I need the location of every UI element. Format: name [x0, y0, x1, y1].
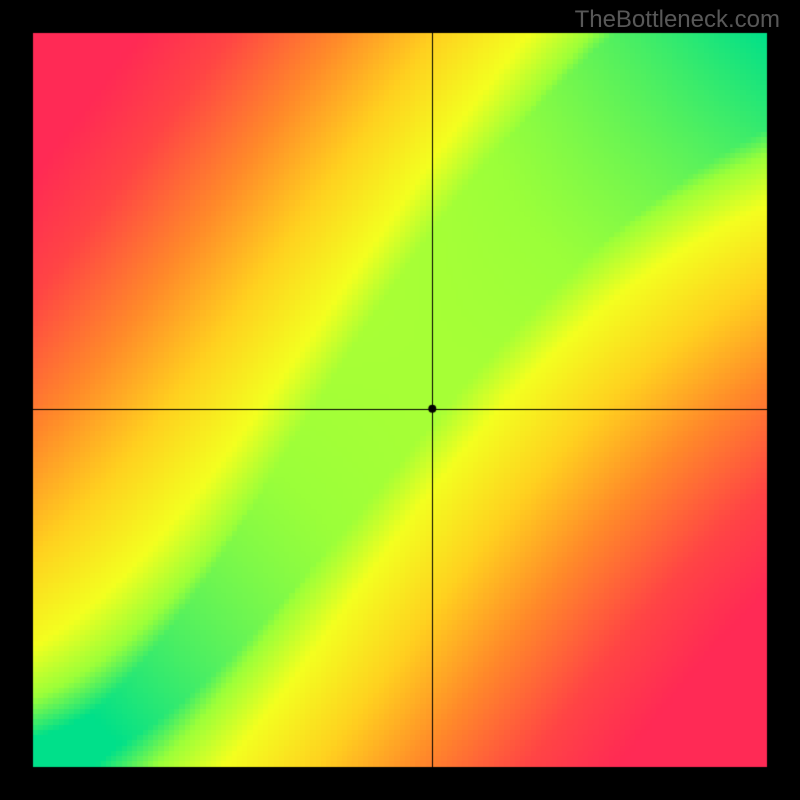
heatmap-canvas	[0, 0, 800, 800]
bottleneck-heatmap-container: { "watermark": { "text": "TheBottleneck.…	[0, 0, 800, 800]
